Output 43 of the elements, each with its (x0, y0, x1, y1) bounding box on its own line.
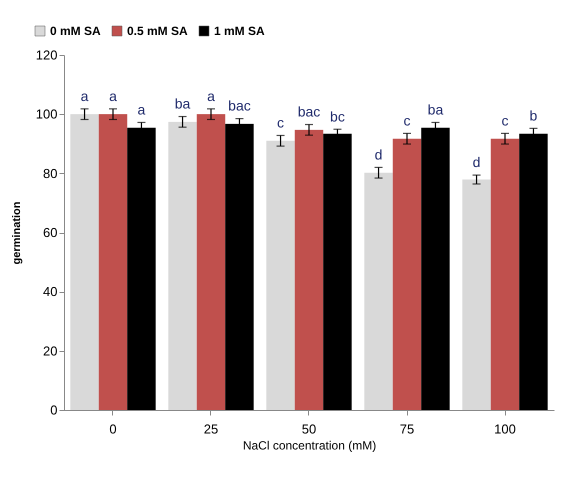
x-tick-label: 75 (400, 422, 414, 436)
data-label: c (277, 114, 284, 130)
bar (98, 114, 128, 410)
legend-label: 0.5 mM SA (127, 24, 188, 38)
y-tick-label: 100 (36, 106, 58, 122)
data-label: bac (228, 98, 251, 114)
x-tick-label: 25 (204, 422, 218, 436)
x-tick-label: 0 (109, 422, 117, 436)
bar (462, 180, 491, 410)
x-tick-label: 100 (494, 422, 516, 436)
bar (70, 114, 99, 410)
bar (196, 114, 226, 410)
data-label: bac (298, 104, 320, 120)
data-label: a (80, 88, 89, 104)
y-axis-title: germination (10, 201, 23, 264)
data-label: a (207, 88, 216, 104)
data-label: d (374, 146, 382, 162)
bar (168, 122, 197, 410)
data-label: b (530, 107, 538, 124)
bar (294, 130, 324, 410)
data-label: c (502, 112, 508, 128)
y-tick-label: 20 (43, 343, 58, 358)
bar (323, 134, 352, 410)
data-label: d (472, 154, 480, 170)
bar (266, 140, 295, 410)
data-label: c (404, 112, 410, 128)
x-tick-label: 50 (302, 422, 316, 436)
y-tick-label: 0 (50, 402, 58, 418)
data-label: ba (428, 101, 444, 118)
data-label: bc (330, 108, 345, 124)
legend-label: 1 mM SA (214, 24, 266, 38)
bar (364, 172, 393, 410)
data-label: ba (174, 96, 191, 112)
legend-label: 0 mM SA (50, 24, 102, 38)
y-tick-label: 80 (43, 166, 58, 181)
bar (392, 138, 422, 410)
bar (490, 138, 520, 410)
data-label: a (109, 88, 118, 104)
y-tick-label: 120 (36, 48, 58, 62)
data-label: a (138, 101, 146, 118)
y-tick-label: 40 (43, 284, 58, 300)
y-tick-label: 60 (43, 225, 58, 240)
x-axis-title: NaCl concentration (mM) (242, 438, 376, 452)
